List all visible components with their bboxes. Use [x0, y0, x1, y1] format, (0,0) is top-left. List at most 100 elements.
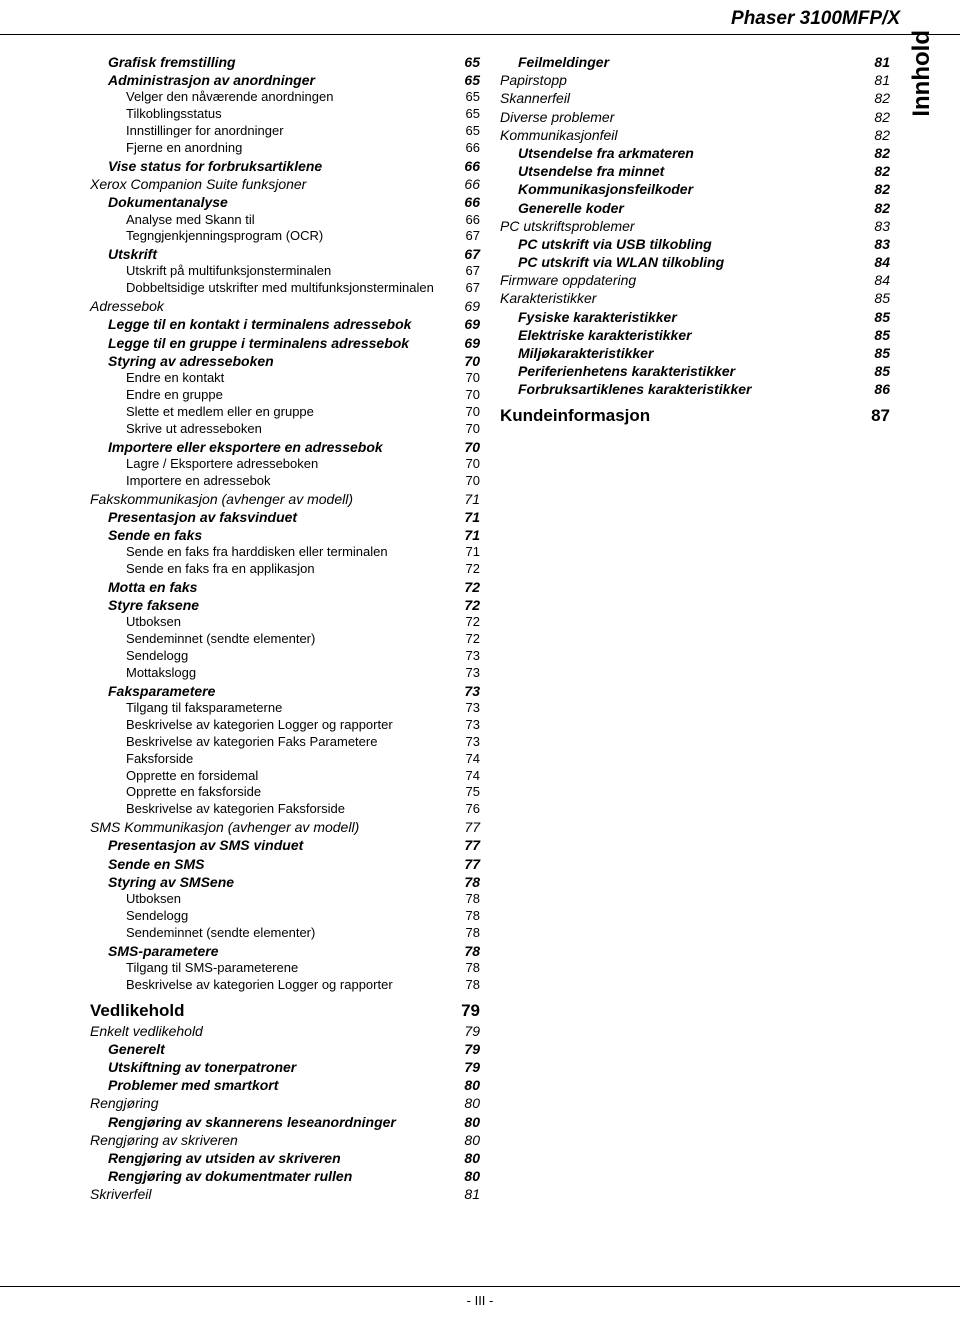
toc-entry-label: Feilmeldinger	[518, 53, 862, 71]
toc-entry-label: Sende en faks fra en applikasjon	[126, 561, 452, 578]
toc-entry: Rengjøring av skriveren80	[90, 1131, 480, 1149]
toc-entry-label: Papirstopp	[500, 71, 862, 89]
toc-entry-page: 80	[452, 1167, 480, 1185]
toc-entry-page: 73	[452, 734, 480, 751]
toc-entry-label: Skrive ut adresseboken	[126, 421, 452, 438]
toc-entry: Sende en faks71	[108, 526, 480, 544]
toc-entry-label: Styre faksene	[108, 596, 452, 614]
toc-entry-page: 69	[452, 297, 480, 315]
toc-entry-page: 71	[452, 526, 480, 544]
toc-entry-label: Sendeminnet (sendte elementer)	[126, 631, 452, 648]
toc-entry: Beskrivelse av kategorien Faksforside76	[126, 801, 480, 818]
toc-entry-label: Enkelt vedlikehold	[90, 1022, 452, 1040]
toc-entry: Utskiftning av tonerpatroner79	[108, 1058, 480, 1076]
toc-entry-page: 79	[452, 1058, 480, 1076]
toc-entry-page: 82	[862, 144, 890, 162]
toc-entry-page: 80	[452, 1113, 480, 1131]
toc-entry: Importere en adressebok70	[126, 473, 480, 490]
toc-entry-label: PC utskrift via WLAN tilkobling	[518, 253, 862, 271]
toc-entry: Legge til en kontakt i terminalens adres…	[108, 315, 480, 333]
page-number: - III -	[0, 1293, 960, 1308]
toc-entry-label: Generelle koder	[518, 199, 862, 217]
toc-entry: Legge til en gruppe i terminalens adress…	[108, 334, 480, 352]
toc-entry: Endre en kontakt70	[126, 370, 480, 387]
toc-entry-page: 82	[862, 162, 890, 180]
toc-entry: Tilgang til faksparameterne73	[126, 700, 480, 717]
toc-entry-label: Utboksen	[126, 891, 452, 908]
toc-entry-page: 77	[452, 818, 480, 836]
toc-entry: Presentasjon av faksvinduet71	[108, 508, 480, 526]
toc-entry: Fysiske karakteristikker85	[518, 308, 890, 326]
toc-entry-page: 65	[452, 89, 480, 106]
toc-entry: Diverse problemer82	[500, 108, 890, 126]
toc-entry-label: Utskrift på multifunksjonsterminalen	[126, 263, 452, 280]
toc-entry-label: Styring av adresseboken	[108, 352, 452, 370]
toc-entry: Utsendelse fra minnet82	[518, 162, 890, 180]
toc-entry: Problemer med smartkort80	[108, 1076, 480, 1094]
toc-entry-page: 65	[452, 53, 480, 71]
toc-entry-label: Karakteristikker	[500, 289, 862, 307]
toc-entry: Rengjøring80	[90, 1094, 480, 1112]
toc-entry-page: 78	[452, 977, 480, 994]
toc-entry-label: Periferienhetens karakteristikker	[518, 362, 862, 380]
toc-entry-label: Slette et medlem eller en gruppe	[126, 404, 452, 421]
toc-entry: Kommunikasjonsfeilkoder82	[518, 180, 890, 198]
toc-entry: Administrasjon av anordninger65	[108, 71, 480, 89]
toc-entry: Styre faksene72	[108, 596, 480, 614]
toc-entry-page: 82	[862, 199, 890, 217]
toc-entry: Adressebok69	[90, 297, 480, 315]
toc-entry-page: 67	[452, 245, 480, 263]
toc-entry-page: 66	[452, 157, 480, 175]
toc-entry-label: Diverse problemer	[500, 108, 862, 126]
toc-entry-label: Presentasjon av faksvinduet	[108, 508, 452, 526]
toc-entry: Sendelogg78	[126, 908, 480, 925]
toc-entry-page: 66	[452, 140, 480, 157]
toc-entry: Sende en faks fra harddisken eller termi…	[126, 544, 480, 561]
toc-entry: Enkelt vedlikehold79	[90, 1022, 480, 1040]
toc-entry-label: Rengjøring av skannerens leseanordninger	[108, 1113, 452, 1131]
toc-entry-page: 85	[862, 308, 890, 326]
toc-entry-label: Opprette en forsidemal	[126, 768, 452, 785]
toc-entry-page: 86	[862, 380, 890, 398]
toc-entry: Dokumentanalyse66	[108, 193, 480, 211]
toc-entry-page: 81	[452, 1185, 480, 1203]
toc-entry: SMS Kommunikasjon (avhenger av modell)77	[90, 818, 480, 836]
toc-entry-page: 66	[452, 175, 480, 193]
toc-entry: Tegngjenkjenningsprogram (OCR)67	[126, 228, 480, 245]
toc-entry-label: Endre en kontakt	[126, 370, 452, 387]
toc-entry-page: 72	[452, 614, 480, 631]
toc-entry: Faksparametere73	[108, 682, 480, 700]
toc-entry: Mottakslogg73	[126, 665, 480, 682]
toc-entry: Analyse med Skann til66	[126, 212, 480, 229]
toc-entry-label: Utskiftning av tonerpatroner	[108, 1058, 452, 1076]
toc-entry-page: 69	[452, 334, 480, 352]
toc-entry-label: Tilgang til SMS-parameterene	[126, 960, 452, 977]
toc-entry-label: Forbruksartiklenes karakteristikker	[518, 380, 862, 398]
toc-entry-page: 78	[452, 873, 480, 891]
toc-entry-page: 70	[452, 473, 480, 490]
toc-entry-label: Opprette en faksforside	[126, 784, 452, 801]
toc-entry: Vedlikehold79	[90, 1000, 480, 1022]
toc-entry-label: Fysiske karakteristikker	[518, 308, 862, 326]
toc-entry: Utskrift på multifunksjonsterminalen67	[126, 263, 480, 280]
toc-entry: Opprette en faksforside75	[126, 784, 480, 801]
toc-entry-label: Administrasjon av anordninger	[108, 71, 452, 89]
toc-entry: Lagre / Eksportere adresseboken70	[126, 456, 480, 473]
toc-content: Grafisk fremstilling65Administrasjon av …	[0, 35, 960, 1204]
toc-entry-label: Vedlikehold	[90, 1000, 452, 1022]
toc-entry: Innstillinger for anordninger65	[126, 123, 480, 140]
toc-entry-label: Legge til en kontakt i terminalens adres…	[108, 315, 452, 333]
toc-entry: Utboksen78	[126, 891, 480, 908]
toc-entry: Utboksen72	[126, 614, 480, 631]
toc-entry: Styring av adresseboken70	[108, 352, 480, 370]
toc-entry-page: 82	[862, 126, 890, 144]
toc-entry-label: Utskrift	[108, 245, 452, 263]
toc-entry-page: 72	[452, 631, 480, 648]
toc-entry: Karakteristikker85	[500, 289, 890, 307]
toc-entry-label: Beskrivelse av kategorien Faksforside	[126, 801, 452, 818]
toc-entry-page: 82	[862, 108, 890, 126]
toc-entry: Slette et medlem eller en gruppe70	[126, 404, 480, 421]
toc-entry-page: 77	[452, 855, 480, 873]
toc-entry-page: 78	[452, 908, 480, 925]
toc-entry-label: Beskrivelse av kategorien Logger og rapp…	[126, 977, 452, 994]
